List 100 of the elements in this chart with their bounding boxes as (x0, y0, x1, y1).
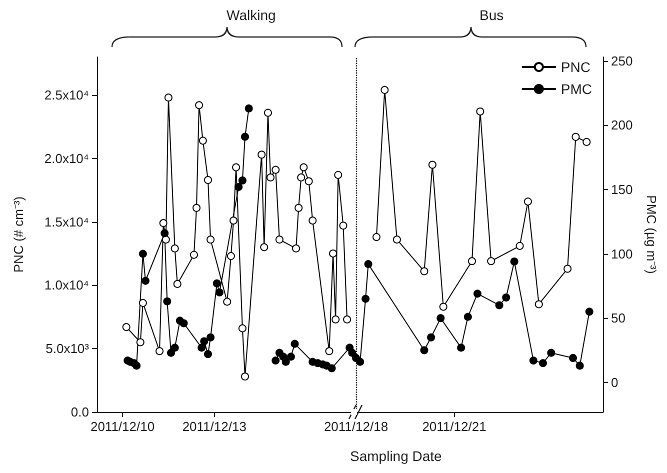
point (329, 250, 338, 258)
point (464, 312, 472, 321)
point (215, 288, 224, 296)
point (122, 323, 130, 332)
y-tick-label: 0.0 (70, 404, 89, 420)
text: Bus (480, 7, 504, 23)
point (502, 294, 510, 302)
point (136, 338, 144, 346)
point (162, 236, 170, 244)
point (356, 358, 364, 366)
point (163, 297, 172, 306)
legend-label: PNC (560, 59, 590, 75)
point (156, 347, 164, 356)
point (206, 236, 215, 244)
y-tick-label: 1.0x10⁴ (44, 278, 89, 293)
point (436, 314, 445, 322)
point (328, 364, 336, 372)
point (538, 359, 547, 368)
point (568, 354, 577, 362)
point (362, 294, 370, 303)
y-tick-label: 2.0x10⁴ (44, 150, 89, 166)
y2-tick-label: 200 (611, 118, 633, 133)
point (572, 132, 580, 141)
point (297, 173, 306, 182)
point (428, 160, 436, 169)
y-tick-label: 5.0x10³ (46, 341, 90, 356)
y-axis-title: PNC (# cm⁻³) (11, 196, 26, 273)
point (198, 136, 207, 145)
point (258, 150, 266, 159)
point (138, 250, 147, 258)
point (244, 104, 253, 112)
point (282, 358, 290, 366)
point (343, 315, 352, 324)
point (241, 372, 249, 380)
point (585, 308, 594, 316)
point (132, 362, 141, 370)
point (564, 264, 572, 273)
point (380, 86, 389, 94)
point (290, 340, 299, 348)
point (420, 346, 428, 354)
x-axis-title: Sampling Date (350, 448, 442, 464)
point (272, 166, 280, 174)
point (180, 319, 188, 328)
point (582, 138, 591, 146)
point (516, 242, 524, 250)
point (260, 243, 268, 252)
point (468, 257, 476, 266)
point (439, 302, 448, 311)
x-tick-label: 2011/12/10 (90, 419, 155, 434)
point (192, 204, 201, 212)
point (576, 362, 584, 370)
point (495, 301, 504, 310)
point (487, 257, 496, 266)
point (292, 244, 300, 252)
x-tick-label: 2011/12/18 (324, 419, 388, 434)
y2-tick-label: 100 (611, 246, 633, 262)
point (392, 236, 401, 244)
point (272, 356, 280, 365)
point (332, 315, 340, 324)
y2-tick-label: 50 (611, 310, 626, 326)
point (372, 233, 380, 242)
point (294, 204, 303, 212)
point (234, 182, 243, 191)
point (138, 298, 147, 307)
point (524, 198, 532, 206)
y-tick-label: 1.5x10⁴ (44, 214, 89, 230)
point (223, 298, 232, 306)
point (198, 344, 206, 352)
point (308, 216, 317, 225)
point (173, 280, 182, 288)
point (304, 177, 313, 186)
point (334, 170, 342, 179)
point (510, 258, 518, 266)
point (232, 163, 240, 172)
point (348, 348, 356, 357)
point (170, 344, 179, 352)
x-tick-label: 2011/12/13 (182, 419, 246, 434)
y2-tick-label: 150 (611, 182, 633, 197)
y-tick-label: 2.5x10⁴ (44, 88, 89, 103)
legend-label: PMC (560, 81, 592, 97)
point (534, 300, 543, 308)
x-tick-label: 2011/12/21 (422, 419, 486, 434)
point (275, 236, 284, 244)
point (529, 356, 538, 365)
point (286, 352, 295, 361)
point (427, 333, 436, 342)
point (473, 290, 482, 298)
point (204, 350, 212, 358)
point (339, 222, 348, 230)
point (325, 347, 334, 356)
point (226, 252, 235, 260)
point (266, 173, 275, 182)
point (264, 108, 272, 117)
point (204, 176, 212, 184)
point (167, 348, 175, 357)
text: Walking (226, 7, 276, 23)
point (160, 229, 169, 238)
point (238, 176, 246, 184)
point (476, 108, 484, 116)
point (170, 244, 179, 252)
